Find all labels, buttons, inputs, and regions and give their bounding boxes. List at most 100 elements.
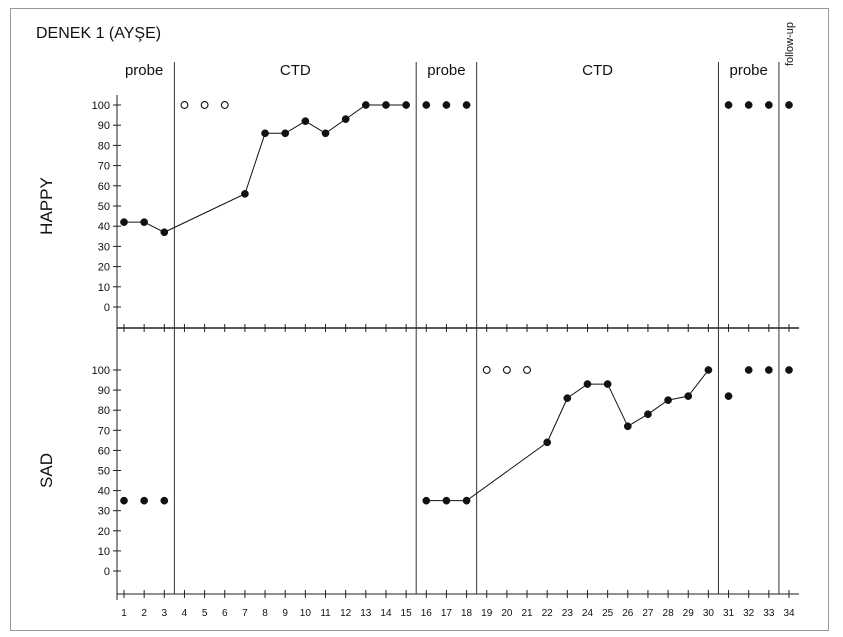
data-point [583, 380, 592, 388]
phase-label: probe [125, 62, 163, 79]
x-tick-label: 9 [282, 608, 288, 619]
data-point [160, 228, 169, 237]
data-point-open [180, 101, 189, 109]
x-tick-label: 25 [602, 608, 614, 619]
x-tick-label: 5 [202, 608, 208, 619]
data-point [382, 101, 390, 109]
x-tick-label: 1 [121, 608, 127, 619]
data-point [361, 101, 370, 109]
phase-label: CTD [280, 62, 311, 79]
y-tick-label: 50 [98, 201, 110, 213]
data-point [744, 366, 753, 374]
y-tick-label: 10 [98, 282, 110, 294]
data-point-open [502, 366, 511, 374]
x-tick-label: 17 [441, 608, 453, 619]
x-tick-label: 13 [360, 608, 372, 619]
phase-label: probe [427, 62, 465, 79]
x-tick-label: 24 [582, 608, 594, 619]
x-tick-label: 31 [723, 608, 735, 619]
x-tick-label: 10 [300, 608, 312, 619]
y-tick-label: 20 [98, 526, 110, 538]
axes-layer [113, 62, 799, 600]
y-tick-label: 60 [98, 445, 110, 457]
x-tick-label: 11 [320, 608, 331, 619]
data-point-open [200, 101, 209, 109]
y-tick-label: 80 [98, 140, 110, 152]
x-tick-label: 32 [743, 608, 755, 619]
x-tick-label: 33 [763, 608, 775, 619]
data-point [261, 129, 269, 138]
x-tick-label: 27 [642, 608, 654, 619]
y-tick-label: 40 [98, 221, 110, 233]
data-point [543, 438, 552, 447]
y-tick-label: 90 [98, 385, 110, 397]
y-tick-label: 80 [98, 405, 110, 417]
y-tick-label: 30 [98, 506, 110, 518]
x-tick-label: 22 [542, 608, 554, 619]
data-point-open [482, 366, 491, 374]
x-tick-label: 16 [421, 608, 433, 619]
data-point [724, 101, 733, 109]
x-tick-label: 3 [162, 608, 168, 619]
data-point-open [220, 101, 229, 109]
y-tick-label: 100 [92, 100, 110, 112]
x-tick-label: 26 [622, 608, 634, 619]
y-tick-label: 60 [98, 181, 110, 193]
data-point [623, 422, 632, 431]
data-point [764, 101, 773, 109]
x-tick-label: 23 [562, 608, 574, 619]
phase-label: CTD [582, 62, 613, 79]
y-tick-label: 90 [98, 120, 110, 132]
data-point [160, 496, 169, 505]
y-tick-label: 0 [104, 302, 110, 314]
data-point [140, 218, 149, 227]
chart-border [10, 8, 829, 631]
x-tick-label: 34 [783, 608, 795, 619]
x-tick-label: 30 [703, 608, 715, 619]
x-tick-label: 4 [182, 608, 188, 619]
x-tick-label: 19 [481, 608, 493, 619]
chart-title: DENEK 1 (AYŞE) [36, 25, 161, 42]
x-tick-label: 12 [340, 608, 352, 619]
data-point [785, 101, 793, 109]
data-point [785, 366, 793, 374]
x-tick-label: 8 [262, 608, 268, 619]
x-tick-label: 18 [461, 608, 473, 619]
data-point [644, 410, 652, 419]
x-tick-label: 21 [521, 608, 533, 619]
data-point [684, 392, 693, 400]
y-tick-label: 40 [98, 486, 110, 498]
x-tick-label: 14 [380, 608, 392, 619]
data-point [462, 496, 471, 505]
y-tick-label: 100 [92, 365, 110, 377]
phase-label: probe [730, 62, 768, 79]
data-point [442, 496, 451, 505]
x-tick-label: 20 [501, 608, 513, 619]
data-point [321, 129, 330, 138]
phase-label: follow-up [784, 22, 796, 66]
data-point [724, 392, 733, 400]
data-point [442, 101, 451, 109]
data-point [281, 129, 290, 138]
data-point [422, 496, 431, 505]
data-point [301, 117, 310, 126]
x-tick-label: 6 [222, 608, 228, 619]
data-point-open [523, 366, 531, 374]
data-point [744, 101, 753, 109]
y-tick-label: 50 [98, 466, 110, 478]
data-point [120, 496, 128, 505]
y-tick-label: 0 [104, 566, 110, 578]
x-tick-label: 15 [401, 608, 413, 619]
y-tick-label: 20 [98, 262, 110, 274]
y-tick-label: 70 [98, 161, 110, 173]
y-tick-label: 10 [98, 546, 110, 558]
data-point [422, 101, 431, 109]
data-point [341, 115, 350, 123]
data-point [120, 218, 128, 227]
y-tick-label: 30 [98, 241, 110, 253]
x-tick-label: 28 [663, 608, 675, 619]
data-point [664, 396, 672, 404]
panel-label: HAPPY [37, 177, 56, 235]
data-point [241, 190, 249, 198]
data-points-layer [120, 101, 793, 505]
